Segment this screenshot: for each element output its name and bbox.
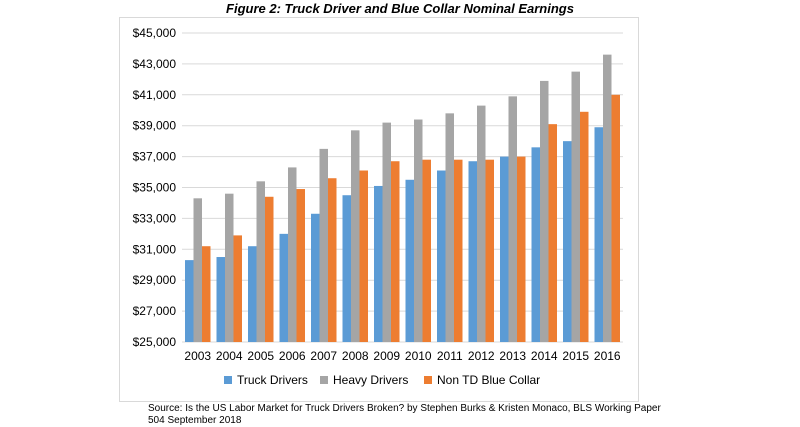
bar-truck-drivers: [563, 141, 572, 342]
bar-heavy-drivers: [603, 54, 612, 342]
x-tick-label: 2003: [184, 349, 211, 363]
x-tick-label: 2004: [216, 349, 243, 363]
bar-truck-drivers: [185, 260, 194, 342]
bar-truck-drivers: [311, 213, 320, 342]
y-tick-label: $45,000: [133, 26, 177, 40]
y-tick-label: $27,000: [133, 304, 177, 318]
legend-swatch: [224, 376, 232, 384]
bar-truck-drivers: [594, 127, 603, 343]
bar-non-td-blue-collar: [611, 94, 620, 342]
chart-frame: [119, 17, 639, 402]
bar-non-td-blue-collar: [233, 235, 242, 342]
bar-truck-drivers: [500, 156, 509, 342]
bar-heavy-drivers: [351, 130, 360, 342]
bar-heavy-drivers: [225, 193, 234, 342]
bar-non-td-blue-collar: [391, 161, 400, 342]
bar-non-td-blue-collar: [296, 189, 305, 342]
x-tick-label: 2009: [373, 349, 400, 363]
y-tick-label: $29,000: [133, 273, 177, 287]
bar-non-td-blue-collar: [485, 159, 494, 342]
bar-heavy-drivers: [508, 96, 517, 342]
legend-swatch: [424, 376, 432, 384]
bar-heavy-drivers: [540, 80, 549, 342]
bar-non-td-blue-collar: [548, 124, 557, 342]
bar-chart: $25,000 $27,000 $29,000 $31,000 $33,000 $35,0…: [133, 26, 623, 387]
x-tick-label: 2005: [247, 349, 274, 363]
x-tick-label: 2006: [279, 349, 306, 363]
bar-truck-drivers: [405, 179, 414, 342]
bar-non-td-blue-collar: [517, 156, 526, 342]
y-tick-label: $39,000: [133, 119, 177, 133]
x-tick-label: 2013: [499, 349, 526, 363]
bar-truck-drivers: [342, 195, 351, 342]
bar-heavy-drivers: [571, 71, 580, 342]
bar-non-td-blue-collar: [328, 178, 337, 342]
bar-non-td-blue-collar: [580, 111, 589, 342]
x-tick-label: 2007: [310, 349, 337, 363]
legend-label: Truck Drivers: [237, 373, 308, 387]
y-tick-label: $35,000: [133, 181, 177, 195]
bar-non-td-blue-collar: [359, 170, 368, 342]
x-tick-label: 2014: [531, 349, 558, 363]
x-tick-label: 2016: [594, 349, 621, 363]
y-tick-label: $37,000: [133, 150, 177, 164]
x-tick-label: 2012: [468, 349, 495, 363]
y-tick-label: $41,000: [133, 88, 177, 102]
legend-label: Heavy Drivers: [333, 373, 408, 387]
bar-truck-drivers: [216, 257, 225, 342]
bar-heavy-drivers: [256, 181, 265, 342]
y-tick-label: $43,000: [133, 57, 177, 71]
bar-truck-drivers: [374, 185, 383, 342]
legend-label: Non TD Blue Collar: [437, 373, 540, 387]
bar-non-td-blue-collar: [202, 246, 211, 342]
bar-heavy-drivers: [477, 105, 486, 343]
source-note: Source: Is the US Labor Market for Truck…: [148, 403, 661, 426]
bar-truck-drivers: [531, 147, 540, 342]
x-tick-label: 2011: [437, 349, 463, 363]
y-tick-label: $33,000: [133, 211, 177, 225]
bar-heavy-drivers: [414, 119, 423, 343]
bar-heavy-drivers: [445, 113, 454, 342]
bar-truck-drivers: [468, 161, 477, 342]
y-tick-label: $25,000: [133, 335, 177, 349]
x-tick-label: 2015: [562, 349, 589, 363]
bar-heavy-drivers: [382, 122, 391, 342]
bar-truck-drivers: [437, 170, 446, 342]
chart-title: Figure 2: Truck Driver and Blue Collar N…: [226, 1, 574, 16]
bar-non-td-blue-collar: [422, 159, 431, 342]
bar-heavy-drivers: [193, 198, 202, 342]
bar-heavy-drivers: [288, 167, 297, 342]
x-tick-label: 2008: [342, 349, 369, 363]
bar-truck-drivers: [279, 233, 288, 342]
bar-truck-drivers: [248, 246, 257, 342]
y-tick-label: $31,000: [133, 242, 177, 256]
bar-non-td-blue-collar: [265, 196, 274, 342]
bar-non-td-blue-collar: [454, 159, 463, 342]
bar-heavy-drivers: [319, 148, 328, 342]
legend-swatch: [320, 376, 328, 384]
x-tick-label: 2010: [405, 349, 432, 363]
